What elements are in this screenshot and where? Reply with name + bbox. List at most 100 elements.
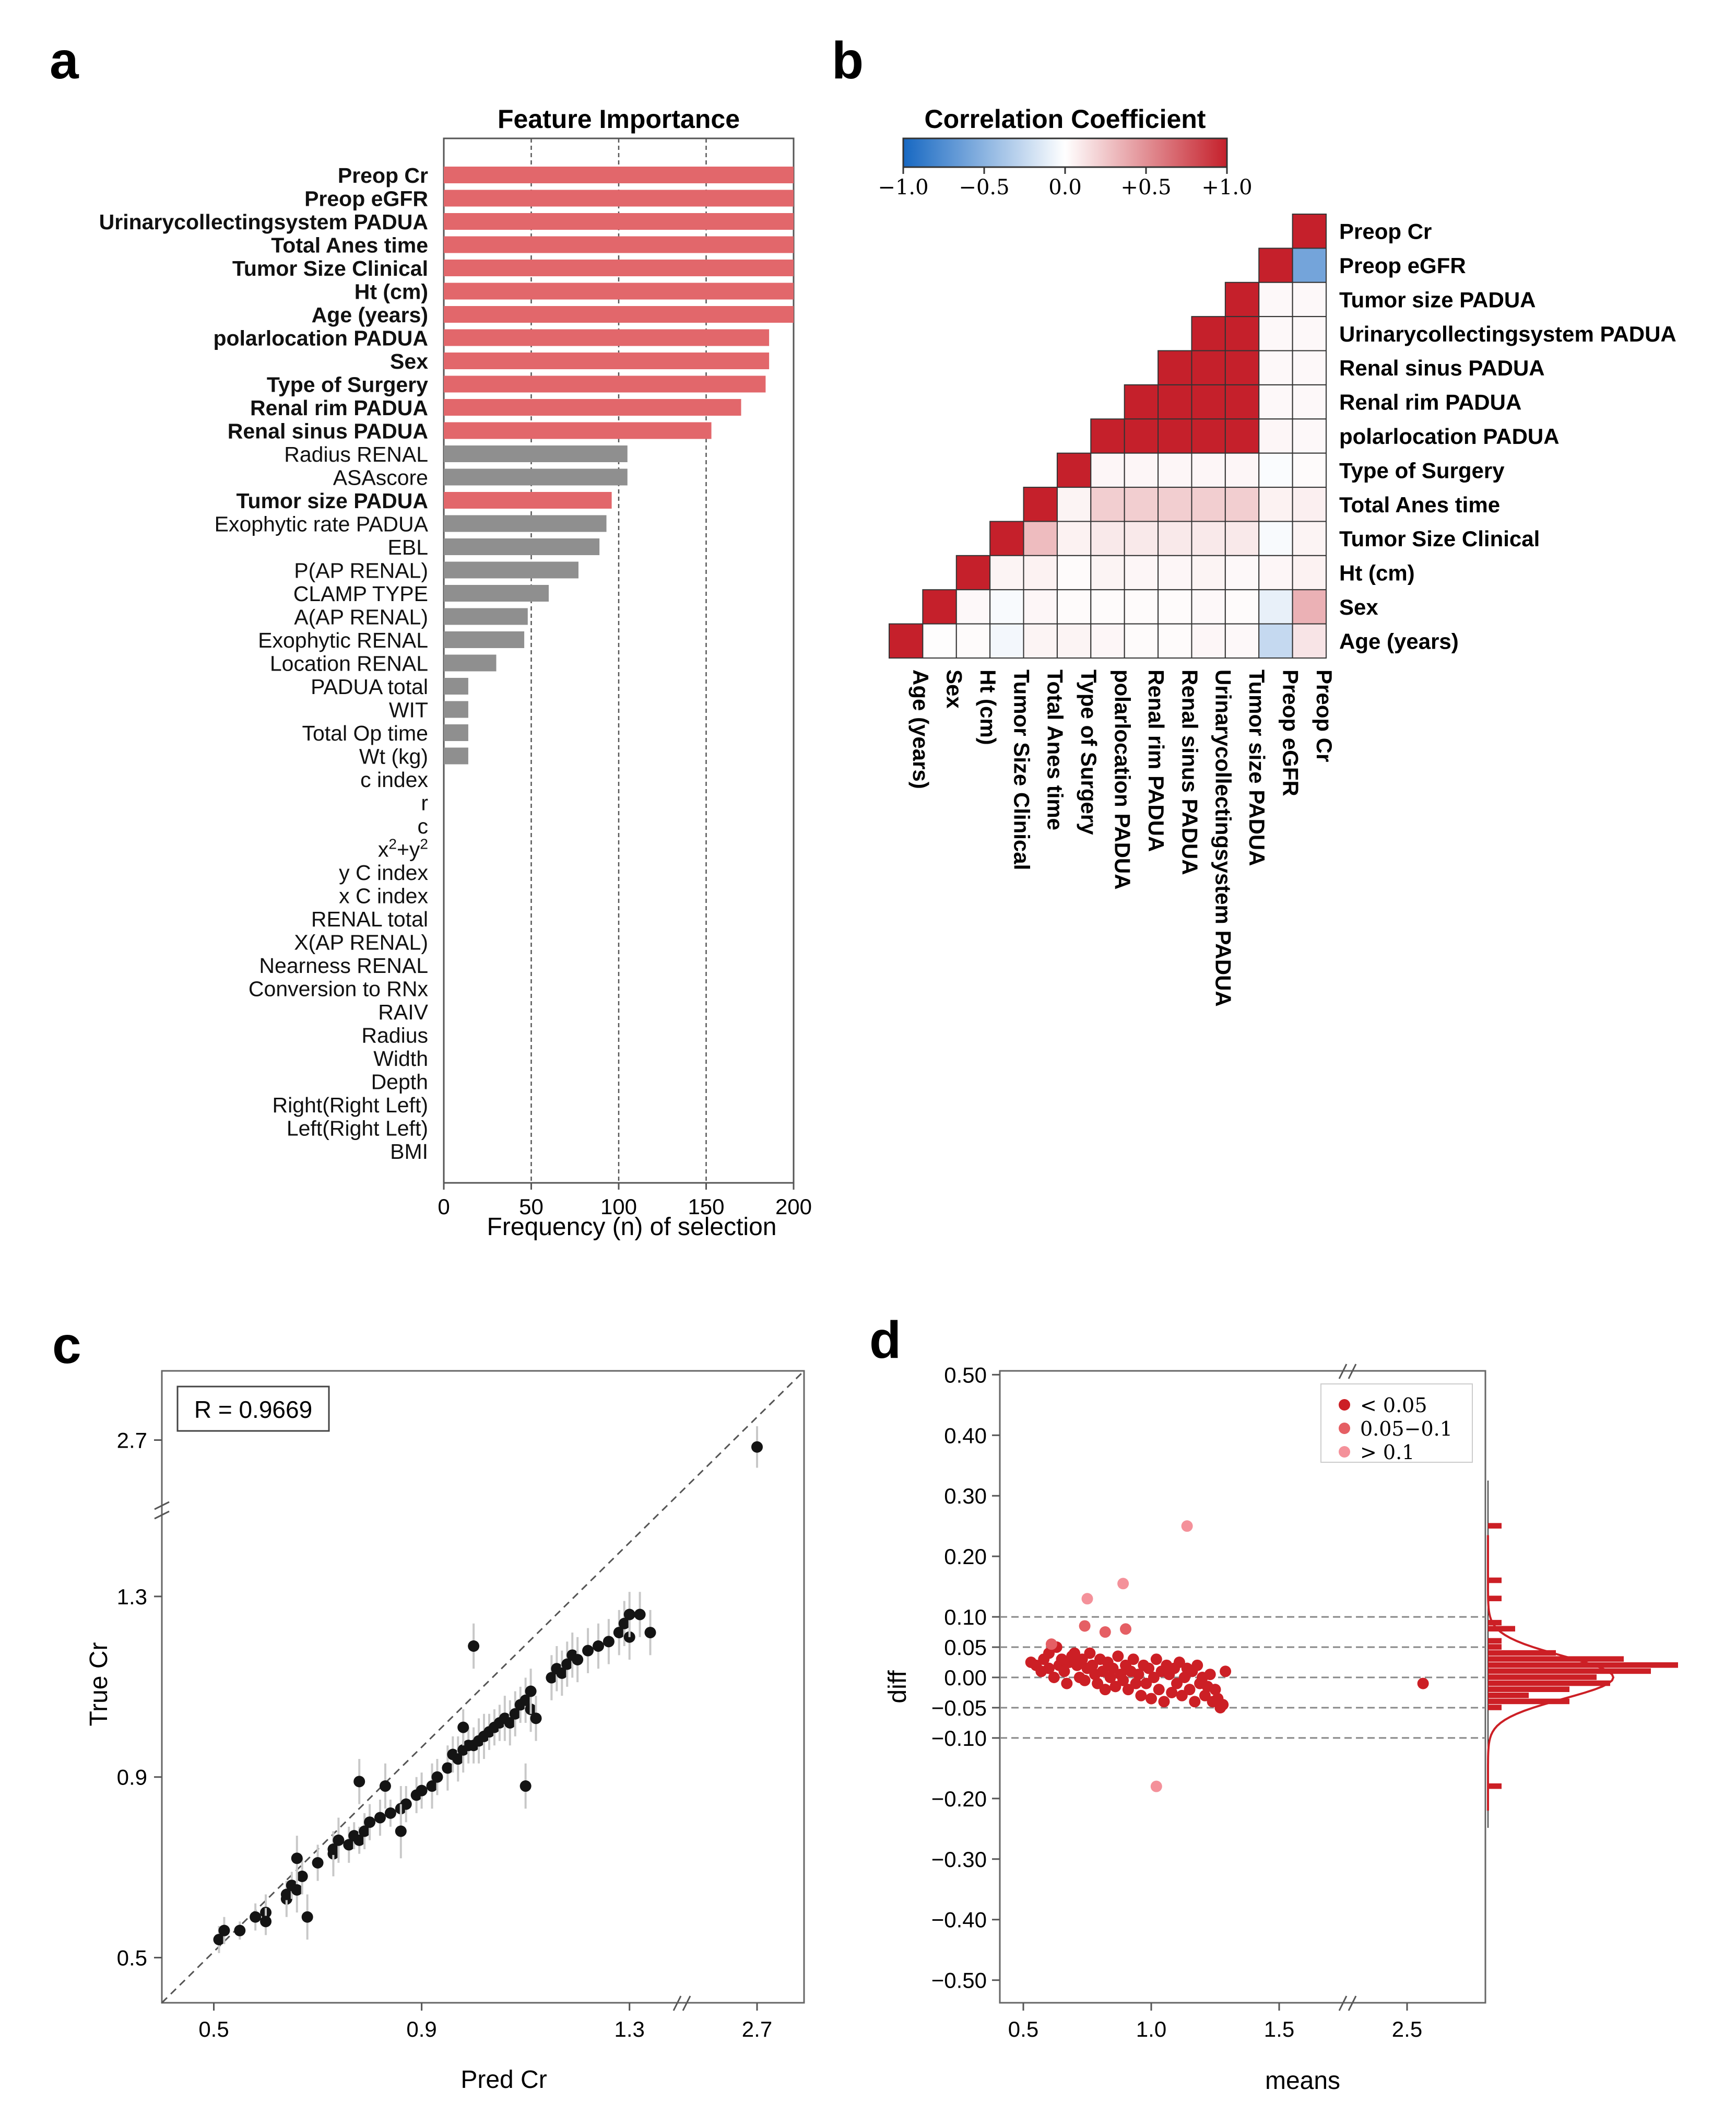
data-point (1079, 1674, 1091, 1686)
y-tick-label: −0.30 (931, 1847, 987, 1872)
data-point (525, 1685, 537, 1697)
histogram-bar (1488, 1783, 1502, 1789)
heatmap-cell (989, 623, 1024, 659)
bar (444, 515, 607, 532)
data-point (1176, 1689, 1188, 1701)
colorbar-tick-label: −0.5 (959, 175, 1009, 199)
x-tick-label: 100 (600, 1194, 637, 1219)
heatmap-cell (1191, 555, 1226, 591)
heatmap-cell (1292, 452, 1327, 488)
feature-importance-x-ticks: 0 50 100 150 200 (438, 1183, 812, 1219)
category-label: Total Op time (302, 721, 428, 745)
data-point (379, 1780, 391, 1792)
y-tick-label: 0.9 (117, 1765, 147, 1790)
data-point (1417, 1677, 1429, 1689)
heatmap-cell (1292, 350, 1327, 385)
category-label: BMI (390, 1140, 428, 1164)
data-point (416, 1784, 428, 1796)
heatmap-cell (1258, 316, 1293, 351)
category-label: Width (373, 1047, 428, 1071)
x-tick-label: 0 (438, 1194, 450, 1219)
legend-label: > 0.1 (1360, 1441, 1414, 1464)
column-label: Tumor Size Clinical (1009, 670, 1034, 870)
heatmap-cell (1191, 452, 1226, 488)
heatmap-cell (1258, 487, 1293, 522)
x-tick-label: 50 (519, 1194, 544, 1219)
heatmap-cell (1023, 521, 1058, 556)
heatmap-cell (1158, 350, 1192, 385)
column-label: Sex (942, 670, 967, 709)
category-label: Exophytic RENAL (258, 628, 428, 652)
bar (444, 236, 794, 253)
data-point (213, 1933, 225, 1945)
x-tick-label: 2.7 (742, 2017, 772, 2041)
heatmap-row-labels: Preop Cr Preop eGFR Tumor size PADUA Urinar… (1339, 219, 1676, 654)
bar (444, 306, 794, 323)
heatmap-cell (1090, 589, 1125, 625)
bar (444, 422, 712, 439)
heatmap-cell (1158, 555, 1192, 591)
data-point (452, 1753, 464, 1765)
y-tick-label: 0.10 (944, 1605, 987, 1629)
heatmap-cell (1158, 487, 1192, 522)
category-label: Preop Cr (338, 163, 428, 187)
category-label: Radius RENAL (284, 442, 428, 466)
y-tick-label: 0.30 (944, 1484, 987, 1508)
x-tick-label: 0.9 (406, 2017, 436, 2041)
heatmap-cell (955, 623, 991, 659)
row-label: Preop eGFR (1339, 253, 1466, 278)
data-point (572, 1653, 584, 1665)
data-point (280, 1888, 292, 1900)
category-label: RAIV (378, 1000, 428, 1024)
row-label: polarlocation PADUA (1339, 424, 1560, 449)
heatmap-cell (1124, 589, 1159, 625)
heatmap-cell (1090, 487, 1125, 522)
category-label: Conversion to RNx (249, 977, 429, 1001)
heatmap-cell (1224, 384, 1260, 420)
bar (444, 538, 600, 555)
heatmap-cell (1224, 281, 1260, 318)
r-annotation-box (176, 1385, 330, 1432)
x-tick-label: 2.5 (1392, 2017, 1422, 2041)
histogram-bar (1488, 1674, 1597, 1680)
data-point (301, 1911, 313, 1923)
data-point (1069, 1647, 1080, 1659)
heatmap-cell (1258, 418, 1293, 454)
heatmap-cell (1292, 248, 1327, 283)
colorbar-tick-label: 0.0 (1048, 175, 1082, 199)
data-point (1148, 1672, 1160, 1683)
data-point (1120, 1623, 1131, 1635)
heatmap-cell (1224, 418, 1260, 454)
bar (444, 747, 468, 765)
heatmap-cell (1158, 384, 1192, 420)
category-label: CLAMP TYPE (293, 582, 428, 606)
data-point (644, 1627, 656, 1639)
histogram-bar (1488, 1577, 1502, 1583)
data-point (1061, 1677, 1073, 1689)
column-label: Total Anes time (1043, 670, 1068, 830)
colorbar-tick-label: −1.0 (878, 175, 928, 199)
category-label: Sex (390, 349, 428, 373)
heatmap-cell (989, 555, 1024, 591)
x-tick-label: 1.0 (1136, 2017, 1166, 2041)
data-point (426, 1780, 438, 1792)
heatmap-cell (1292, 281, 1327, 318)
scatter-d-points (1025, 1520, 1429, 1792)
data-point (1178, 1672, 1190, 1683)
category-label: Preop eGFR (304, 187, 428, 211)
category-label: Type of Surgery (267, 373, 428, 397)
data-point (1153, 1684, 1165, 1696)
bar (444, 329, 770, 346)
heatmap-cell (1191, 623, 1226, 659)
bar (444, 678, 468, 695)
heatmap-cell (1224, 555, 1260, 591)
row-label: Ht (cm) (1339, 561, 1415, 585)
data-point (327, 1843, 339, 1856)
histogram-bar (1488, 1698, 1569, 1705)
r-annotation: R = 0.9669 (194, 1396, 312, 1423)
data-point (468, 1640, 480, 1652)
data-point (260, 1916, 272, 1928)
data-point (509, 1708, 521, 1720)
data-point (353, 1776, 365, 1788)
